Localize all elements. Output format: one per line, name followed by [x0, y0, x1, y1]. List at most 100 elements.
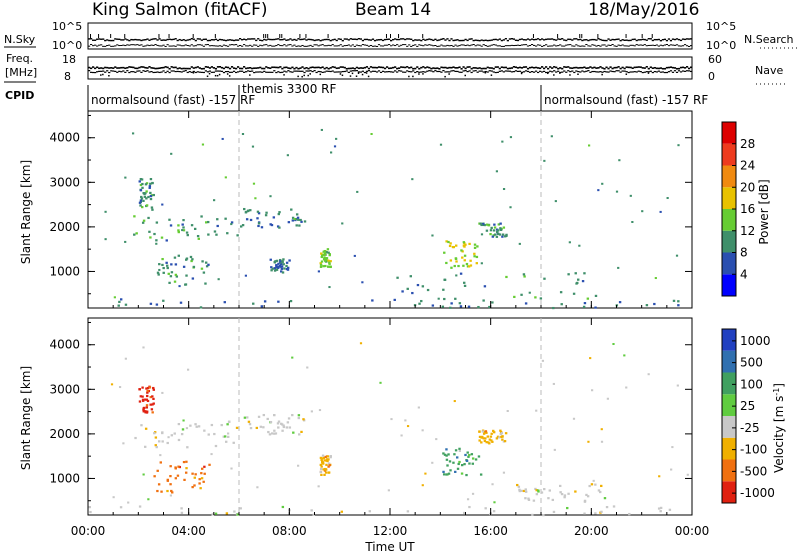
nsearch-trace-point [462, 44, 465, 46]
nsearch-trace-point [281, 45, 284, 47]
nsearch-trace-point [299, 45, 302, 47]
nsky-trace-point [289, 38, 292, 40]
nave-trace-point [390, 71, 393, 73]
freq-outlier [647, 72, 650, 74]
range-time-cell [520, 489, 523, 492]
range-time-cell [169, 224, 173, 227]
nsearch-trace-point [418, 44, 421, 46]
freq-outlier [102, 73, 104, 76]
nave-trace-point [371, 70, 375, 72]
range-time-cell [553, 448, 556, 451]
nsearch-trace-point [265, 44, 268, 46]
range-time-cell [167, 272, 170, 275]
range-time-cell [142, 408, 145, 411]
nave-trace-point [625, 71, 628, 73]
range-time-cell [174, 477, 178, 480]
freq-trace-point [206, 66, 209, 68]
nsky-spike [110, 34, 112, 38]
nsearch-trace-point [689, 45, 693, 47]
freq-outlier [559, 72, 561, 74]
freq-trace-point [617, 66, 620, 68]
nsearch-trace-point [329, 45, 332, 47]
nsky-trace-point [442, 38, 445, 40]
range-time-cell [193, 476, 196, 479]
velocity-ylabel: Slant Range [km] [19, 366, 33, 470]
range-time-cell [278, 211, 281, 214]
range-time-cell [198, 478, 201, 481]
range-time-cell [122, 442, 125, 445]
range-time-cell [262, 426, 265, 429]
nsky-trace-point [639, 39, 642, 41]
nsearch-trace-point [363, 44, 367, 46]
nsky-trace-point [494, 38, 497, 41]
nsearch-trace-point [271, 45, 274, 47]
freq-outlier [490, 74, 493, 76]
nsky-trace-point [671, 38, 675, 40]
range-time-cell [147, 216, 150, 220]
freq-label-line2: [MHz] [5, 66, 37, 79]
nsky-trace-point [259, 39, 262, 41]
nsky-trace-point [541, 38, 544, 40]
nsearch-trace-point [645, 45, 648, 47]
nsky-trace-point [285, 39, 288, 41]
range-time-cell [142, 399, 145, 402]
range-time-cell [165, 239, 168, 242]
y-tick-label: 2000 [49, 427, 80, 441]
range-time-cell [149, 403, 152, 406]
range-time-cell [329, 456, 332, 459]
nsearch-trace-point [383, 44, 387, 46]
range-time-cell [213, 432, 216, 436]
freq-trace-point [335, 67, 338, 70]
nsearch-trace-point [392, 44, 395, 46]
nave-trace-point [353, 70, 356, 72]
nsearch-trace-point [212, 45, 216, 47]
range-time-cell [489, 233, 492, 236]
nsearch-trace-point [220, 45, 224, 47]
nsky-spike [579, 34, 581, 38]
nsky-trace-point [633, 38, 636, 40]
nave-trace-point [416, 70, 419, 73]
freq-trace-point [516, 67, 520, 69]
range-time-cell [501, 435, 504, 438]
range-time-cell [574, 490, 577, 493]
nsky-trace-point [92, 39, 95, 41]
nave-trace-point [114, 70, 117, 73]
range-time-cell [216, 224, 219, 228]
range-time-cell [162, 299, 165, 302]
nsearch-trace-point [510, 44, 513, 46]
freq-trace-point [369, 66, 373, 68]
nsky-trace-point [194, 39, 197, 42]
nsearch-tick-bottom: 10^0 [706, 39, 736, 52]
range-time-cell [200, 472, 203, 475]
range-time-cell [583, 302, 587, 305]
range-time-cell [152, 388, 155, 391]
nsearch-trace-point [313, 44, 316, 46]
nsky-trace-point [230, 39, 234, 41]
nsky-trace-point [361, 39, 365, 42]
nave-trace-point [603, 70, 606, 73]
nave-trace-point [333, 71, 336, 73]
nave-trace-point [361, 70, 365, 72]
nsearch-trace-point [377, 44, 381, 46]
range-time-cell [217, 278, 220, 281]
range-time-cell [466, 451, 469, 454]
range-time-cell [248, 423, 252, 426]
nsearch-trace-point [166, 44, 169, 46]
nsky-spike [422, 34, 424, 38]
nave-trace-point [659, 71, 662, 73]
freq-trace-point [502, 66, 505, 69]
nsearch-trace-point [218, 45, 222, 47]
freq-trace-point [255, 67, 258, 69]
range-time-cell [471, 457, 475, 460]
freq-trace-point [116, 67, 119, 69]
range-time-cell [485, 223, 489, 226]
freq-trace-point [522, 66, 526, 68]
nsky-trace-point [327, 38, 330, 41]
range-time-cell [483, 285, 487, 288]
nsky-trace-point [164, 39, 167, 41]
freq-trace-point [291, 66, 294, 69]
nsearch-trace-point [593, 44, 596, 46]
range-time-cell [236, 513, 239, 516]
range-time-cell [182, 226, 185, 229]
nsearch-trace-point [585, 44, 588, 46]
